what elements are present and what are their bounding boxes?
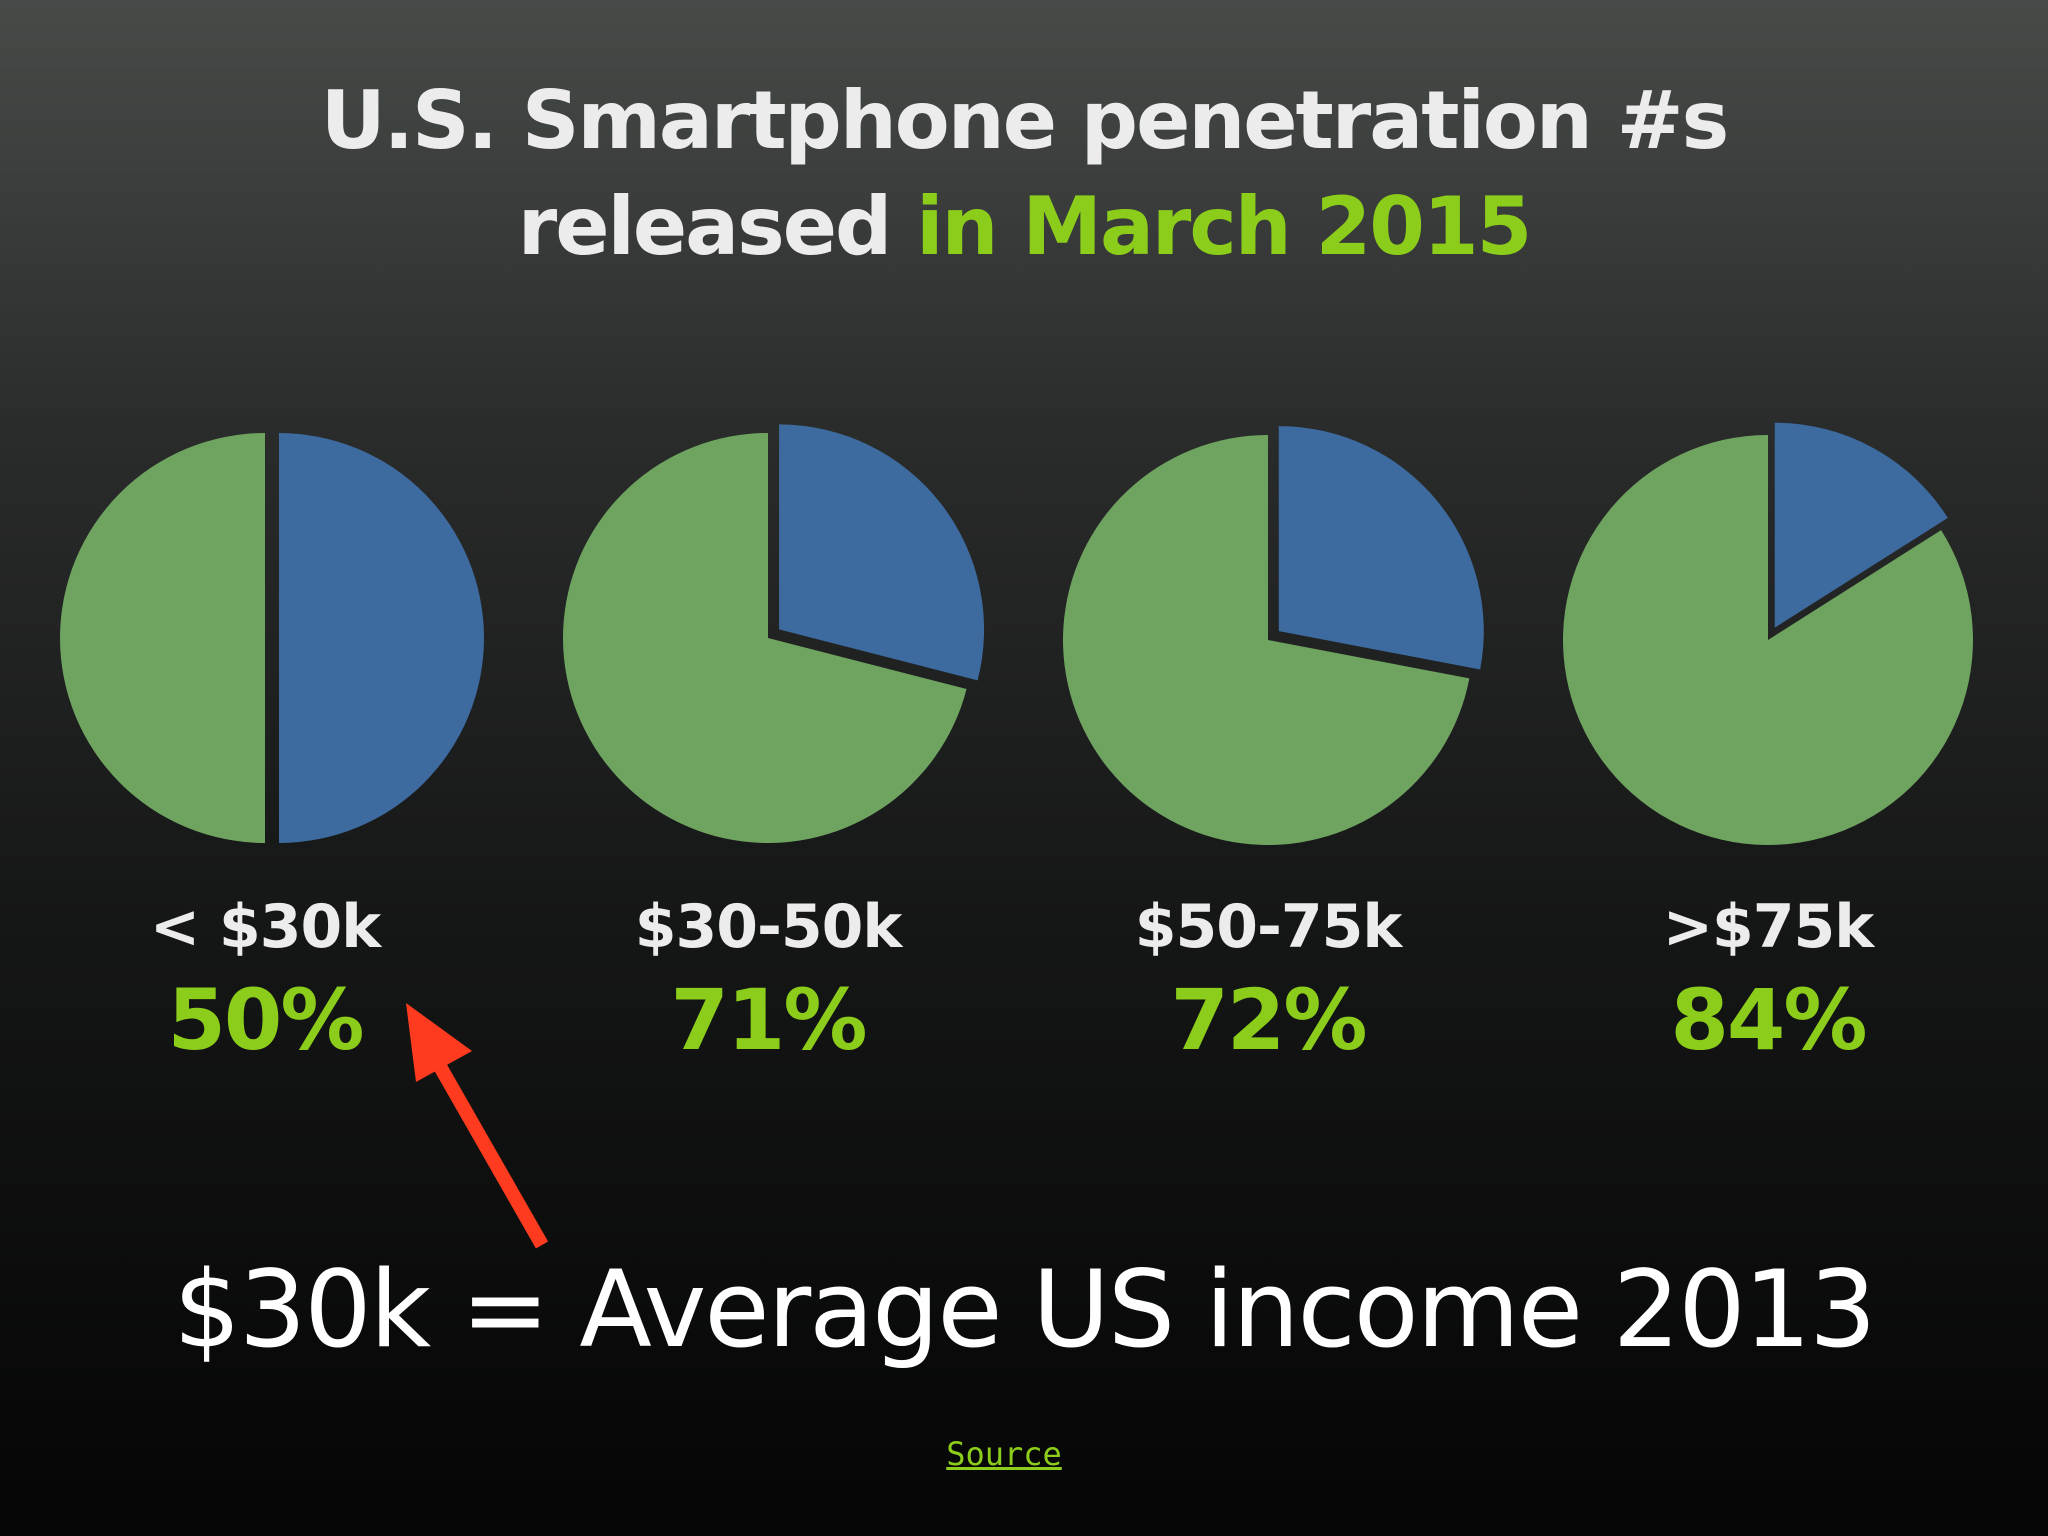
pie-value-label: 71% — [670, 971, 867, 1069]
pie-value-label: 72% — [1170, 971, 1367, 1069]
pie-chart-1 — [60, 433, 484, 843]
pie-value-label: 50% — [167, 971, 364, 1069]
pie-slice-smartphone — [563, 433, 967, 843]
pie-category-label: >$75k — [1662, 892, 1874, 962]
pie-slice-smartphone — [1563, 435, 1973, 845]
pie-chart-2 — [563, 424, 985, 843]
pie-slice-other — [1774, 422, 1948, 628]
title-line-1: U.S. Smartphone penetration #s — [320, 74, 1730, 167]
pie-category-label: $50-75k — [1134, 892, 1403, 962]
title-line-2: released in March 2015 — [0, 174, 2048, 280]
title-line-2-plain: released — [517, 180, 917, 273]
pie-category-label: < $30k — [149, 892, 381, 962]
source-footer: Source — [0, 1432, 2008, 1476]
chart-title: U.S. Smartphone penetration #s released … — [0, 68, 2048, 280]
pie-value-label: 84% — [1670, 971, 1867, 1069]
arrowhead-icon — [406, 1003, 472, 1082]
source-link[interactable]: Source — [946, 1435, 1062, 1473]
arrow-icon — [415, 1031, 549, 1249]
pie-slice-other — [279, 433, 484, 843]
pie-slice-other — [1278, 426, 1484, 670]
pie-slice-smartphone — [60, 433, 265, 843]
annotation-text: $30k = Average US income 2013 — [173, 1248, 1876, 1371]
pie-chart-3 — [1062, 426, 1484, 845]
pie-slice-other — [779, 424, 985, 681]
pie-chart-4 — [1563, 422, 1973, 845]
pie-slice-smartphone — [1062, 435, 1470, 845]
pie-category-label: $30-50k — [634, 892, 903, 962]
title-line-2-accent: in March 2015 — [916, 180, 1532, 273]
